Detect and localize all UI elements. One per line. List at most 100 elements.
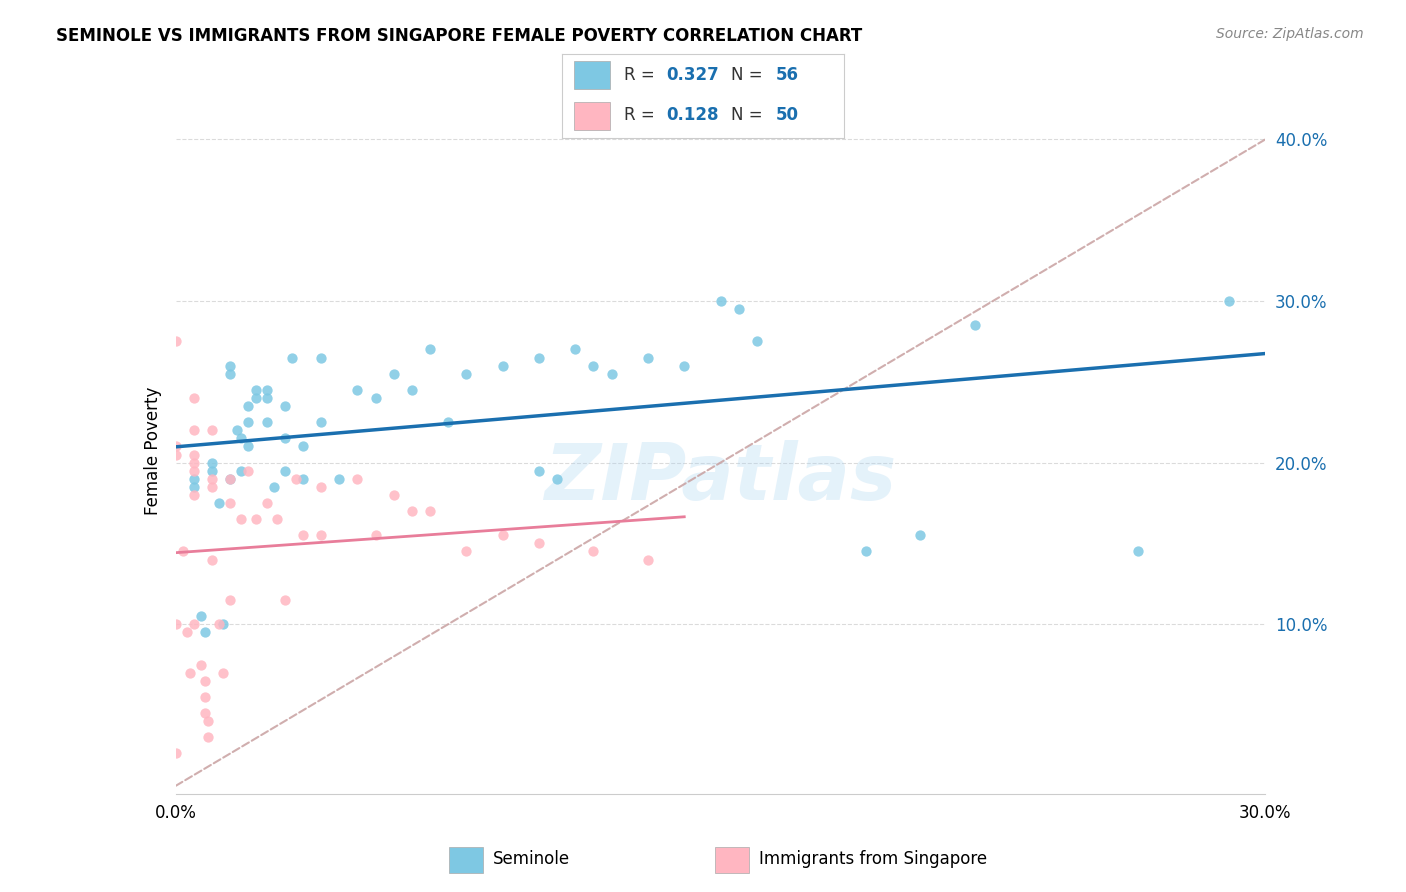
Point bbox=[226, 423, 249, 437]
Point bbox=[401, 504, 423, 518]
Point bbox=[673, 359, 696, 373]
Point bbox=[238, 399, 260, 413]
Text: 56: 56 bbox=[776, 66, 799, 84]
Point bbox=[492, 528, 515, 542]
Point bbox=[183, 480, 205, 494]
Point bbox=[910, 528, 932, 542]
Text: R =: R = bbox=[624, 106, 661, 124]
FancyBboxPatch shape bbox=[574, 62, 610, 89]
Point bbox=[190, 657, 212, 672]
Point bbox=[183, 391, 205, 405]
Text: 50: 50 bbox=[776, 106, 799, 124]
Point bbox=[183, 472, 205, 486]
Point bbox=[546, 472, 568, 486]
Point bbox=[219, 472, 242, 486]
Point bbox=[238, 464, 260, 478]
Point bbox=[346, 383, 368, 397]
Point bbox=[179, 665, 201, 680]
FancyBboxPatch shape bbox=[716, 847, 749, 872]
Text: N =: N = bbox=[731, 106, 768, 124]
Text: Seminole: Seminole bbox=[492, 849, 569, 868]
Point bbox=[281, 351, 304, 365]
Point bbox=[245, 512, 267, 526]
Point bbox=[855, 544, 877, 558]
Point bbox=[208, 496, 231, 510]
Point bbox=[364, 391, 387, 405]
Point bbox=[309, 351, 332, 365]
Point bbox=[176, 625, 198, 640]
Point bbox=[727, 301, 749, 316]
Point bbox=[201, 472, 224, 486]
Point bbox=[284, 472, 307, 486]
Point bbox=[309, 480, 332, 494]
Point bbox=[256, 496, 278, 510]
Point bbox=[208, 617, 231, 632]
Point bbox=[527, 464, 550, 478]
Point bbox=[197, 714, 219, 728]
Point bbox=[256, 415, 278, 429]
Text: Immigrants from Singapore: Immigrants from Singapore bbox=[759, 849, 987, 868]
Point bbox=[274, 593, 297, 607]
Text: 0.128: 0.128 bbox=[666, 106, 718, 124]
Point bbox=[245, 391, 267, 405]
Point bbox=[401, 383, 423, 397]
Point bbox=[219, 593, 242, 607]
Point bbox=[582, 544, 605, 558]
Point bbox=[437, 415, 460, 429]
Point bbox=[637, 552, 659, 566]
Point bbox=[183, 617, 205, 632]
Point bbox=[364, 528, 387, 542]
Point bbox=[266, 512, 288, 526]
Point bbox=[231, 431, 253, 445]
Point bbox=[245, 383, 267, 397]
Y-axis label: Female Poverty: Female Poverty bbox=[143, 386, 162, 515]
Point bbox=[527, 536, 550, 550]
Text: R =: R = bbox=[624, 66, 661, 84]
Point bbox=[346, 472, 368, 486]
Point bbox=[382, 488, 405, 502]
Point bbox=[274, 431, 297, 445]
Point bbox=[231, 512, 253, 526]
Point bbox=[197, 731, 219, 745]
Point bbox=[212, 617, 235, 632]
Point bbox=[183, 448, 205, 462]
Point bbox=[456, 544, 478, 558]
Point bbox=[263, 480, 285, 494]
Point bbox=[256, 391, 278, 405]
Point bbox=[419, 343, 441, 357]
Point bbox=[201, 456, 224, 470]
Point bbox=[194, 706, 217, 720]
Point bbox=[291, 439, 314, 453]
Point bbox=[291, 472, 314, 486]
Text: SEMINOLE VS IMMIGRANTS FROM SINGAPORE FEMALE POVERTY CORRELATION CHART: SEMINOLE VS IMMIGRANTS FROM SINGAPORE FE… bbox=[56, 27, 862, 45]
Point bbox=[201, 552, 224, 566]
Point bbox=[219, 496, 242, 510]
Point bbox=[309, 415, 332, 429]
Point bbox=[165, 747, 187, 761]
Point bbox=[201, 423, 224, 437]
Point bbox=[238, 415, 260, 429]
Point bbox=[183, 488, 205, 502]
Point bbox=[238, 439, 260, 453]
Point bbox=[382, 367, 405, 381]
Point bbox=[256, 383, 278, 397]
Point bbox=[492, 359, 515, 373]
Point bbox=[274, 399, 297, 413]
Text: 0.327: 0.327 bbox=[666, 66, 720, 84]
Point bbox=[172, 544, 194, 558]
Point bbox=[600, 367, 623, 381]
Point bbox=[201, 464, 224, 478]
Text: N =: N = bbox=[731, 66, 768, 84]
Point bbox=[745, 334, 768, 349]
Point bbox=[231, 464, 253, 478]
Point bbox=[219, 472, 242, 486]
Point bbox=[710, 293, 733, 308]
Point bbox=[309, 528, 332, 542]
FancyBboxPatch shape bbox=[574, 102, 610, 130]
Point bbox=[201, 480, 224, 494]
Point bbox=[1128, 544, 1150, 558]
Point bbox=[183, 423, 205, 437]
Point bbox=[1218, 293, 1240, 308]
Point bbox=[456, 367, 478, 381]
Point bbox=[219, 367, 242, 381]
